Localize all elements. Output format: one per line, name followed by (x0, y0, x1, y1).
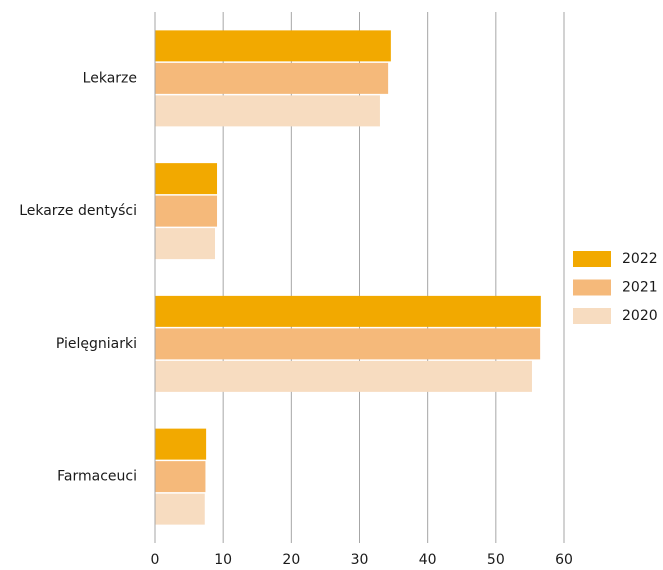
bar (155, 493, 205, 525)
bar (155, 163, 218, 195)
legend-swatch (573, 251, 611, 267)
y-tick-label: Lekarze (83, 70, 137, 86)
y-tick-label: Pielęgniarki (56, 336, 137, 352)
bar (155, 62, 389, 94)
x-tick-label: 0 (151, 552, 160, 568)
bar (155, 428, 207, 460)
bar (155, 295, 541, 327)
bar (155, 360, 532, 392)
y-tick-label: Farmaceuci (57, 469, 137, 485)
x-tick-label: 20 (282, 552, 300, 568)
bar (155, 461, 206, 493)
legend-label: 2020 (622, 308, 658, 324)
bar (155, 95, 380, 127)
bar (155, 228, 215, 260)
bar (155, 328, 541, 360)
bar (155, 195, 218, 227)
legend-label: 2022 (622, 251, 658, 267)
legend-swatch (573, 308, 611, 324)
legend-label: 2021 (622, 280, 658, 296)
bar (155, 30, 391, 62)
x-tick-label: 30 (351, 552, 369, 568)
x-tick-label: 60 (555, 552, 573, 568)
x-tick-label: 50 (487, 552, 505, 568)
y-tick-label: Lekarze dentyści (19, 203, 137, 219)
x-tick-label: 10 (214, 552, 232, 568)
legend-swatch (573, 279, 611, 296)
x-tick-label: 40 (419, 552, 437, 568)
